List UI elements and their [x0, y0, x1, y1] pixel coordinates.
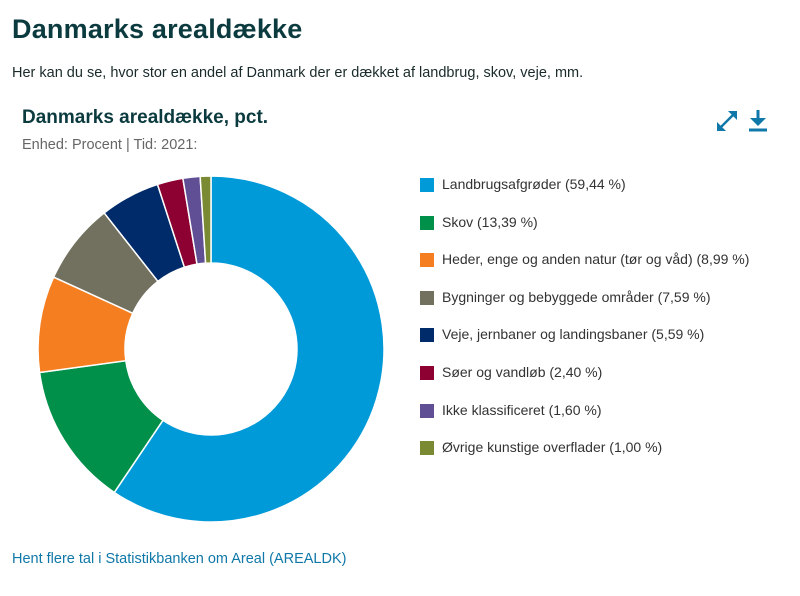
- legend-swatch: [420, 215, 434, 230]
- legend-item-5[interactable]: Veje, jernbaner og landingsbaner (5,59 %…: [420, 326, 749, 364]
- legend-label: Ikke klassificeret (1,60 %): [442, 401, 602, 418]
- expand-button[interactable]: [714, 108, 740, 134]
- intro-text: Her kan du se, hvor stor en andel af Dan…: [12, 65, 584, 81]
- chart-legend: Landbrugsafgrøder (59,44 %) Skov (13,39 %…: [420, 176, 749, 477]
- legend-swatch: [420, 365, 434, 380]
- legend-item-8[interactable]: Øvrige kunstige overflader (1,00 %): [420, 439, 749, 477]
- legend-item-1[interactable]: Landbrugsafgrøder (59,44 %): [420, 176, 749, 214]
- legend-label: Søer og vandløb (2,40 %): [442, 363, 603, 380]
- download-button[interactable]: [745, 108, 771, 134]
- legend-label: Øvrige kunstige overflader (1,00 %): [442, 439, 663, 456]
- legend-label: Landbrugsafgrøder (59,44 %): [442, 176, 626, 192]
- legend-swatch: [420, 441, 434, 456]
- legend-item-6[interactable]: Søer og vandløb (2,40 %): [420, 364, 749, 402]
- download-icon: [749, 110, 767, 132]
- legend-swatch: [420, 328, 434, 343]
- donut-slice-8[interactable]: [199, 175, 212, 264]
- legend-swatch: [420, 178, 434, 192]
- legend-item-7[interactable]: Ikke klassificeret (1,60 %): [420, 402, 749, 440]
- legend-label: Skov (13,39 %): [442, 213, 538, 230]
- legend-swatch: [420, 403, 434, 418]
- statistikbanken-link[interactable]: Hent flere tal i Statistikbanken om Area…: [12, 551, 347, 567]
- legend-item-4[interactable]: Bygninger og bebyggede områder (7,59 %): [420, 289, 749, 327]
- legend-label: Heder, enge og anden natur (tør og våd) …: [442, 251, 750, 268]
- legend-item-2[interactable]: Skov (13,39 %): [420, 214, 749, 252]
- donut-slice-1[interactable]: [113, 175, 385, 523]
- legend-swatch: [420, 253, 434, 268]
- legend-item-3[interactable]: Heder, enge og anden natur (tør og våd) …: [420, 251, 749, 289]
- legend-swatch: [420, 290, 434, 305]
- donut-chart: [37, 175, 385, 523]
- expand-icon: [717, 111, 737, 131]
- chart-title: Danmarks arealdække, pct.: [22, 107, 269, 128]
- legend-label: Bygninger og bebyggede områder (7,59 %): [442, 288, 711, 305]
- page-title: Danmarks arealdække: [12, 14, 303, 44]
- chart-subtitle: Enhed: Procent | Tid: 2021:: [22, 137, 198, 153]
- legend-label: Veje, jernbaner og landingsbaner (5,59 %…: [442, 326, 705, 343]
